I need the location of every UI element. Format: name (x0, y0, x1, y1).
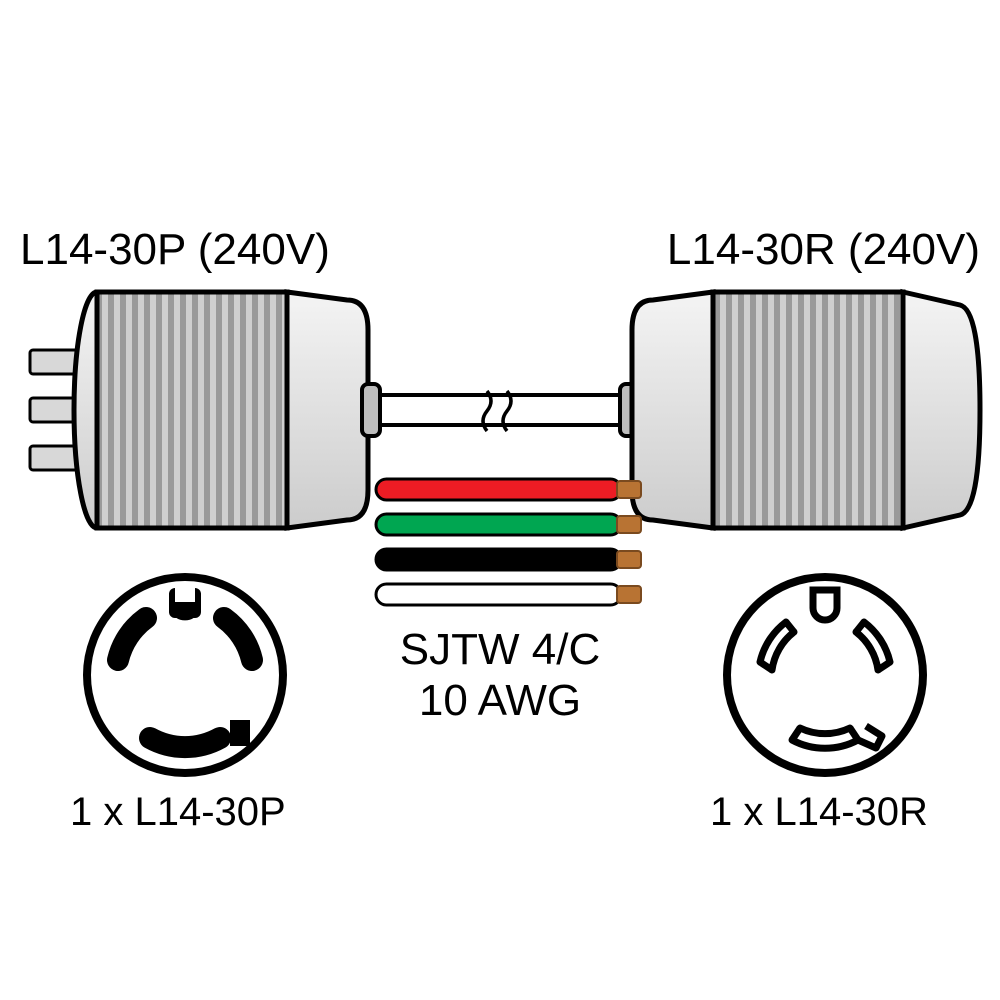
icon-l14-30p (80, 570, 290, 780)
right-sub: 1 x L14-30R (710, 790, 928, 835)
spec-line1: SJTW 4/C (380, 625, 620, 676)
spec-line2: 10 AWG (380, 676, 620, 727)
plug-right (620, 292, 980, 528)
plug-left (30, 292, 380, 528)
cable-spec: SJTW 4/C 10 AWG (380, 625, 620, 726)
diagram-svg (0, 0, 1000, 1000)
icon-l14-30r (720, 570, 930, 780)
left-sub: 1 x L14-30P (70, 790, 286, 835)
wires (376, 479, 641, 605)
